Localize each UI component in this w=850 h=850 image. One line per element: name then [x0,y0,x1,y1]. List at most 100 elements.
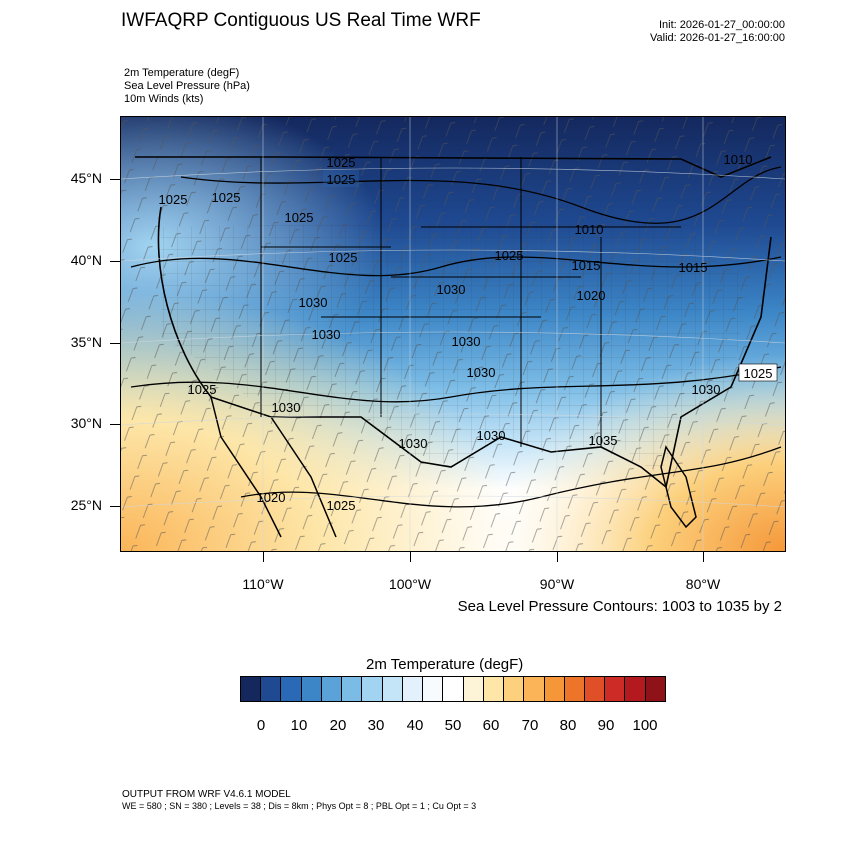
pressure-label-text: 1030 [399,436,428,451]
pressure-label-text: 1035 [589,433,618,448]
colorbar-swatch [625,677,646,701]
lat-tick [110,424,121,425]
lon-label-80w: 80°W [685,576,721,592]
lon-tick [703,551,704,562]
footer-config: WE = 580 ; SN = 380 ; Levels = 38 ; Dis … [122,801,477,811]
pressure-label-text: 1030 [467,365,496,380]
pressure-label-text: 1030 [312,327,341,342]
pressure-label: 1025 [285,210,314,225]
colorbar-label: 80 [559,717,577,734]
lat-label-35n: 35°N [62,334,102,350]
lat-label-45n: 45°N [62,170,102,186]
colorbar-swatch [584,677,606,701]
pressure-label: 1025 [495,248,524,263]
pressure-label-text: 1025 [495,248,524,263]
colorbar-label: 40 [406,717,424,734]
colorbar-swatch [402,677,424,701]
map-canvas: 1025 1025 1025 1025 1025 1030 1030 1030 … [121,117,785,551]
colorbar-swatch [321,677,343,701]
pressure-label: 1025 [327,498,356,513]
pressure-label: 1015 [572,258,601,273]
pressure-label: 1025 [188,382,217,397]
colorbar-label: 90 [597,717,615,734]
colorbar-swatch [443,677,464,701]
colorbar-swatch [301,677,322,701]
pressure-label-text: 1025 [329,250,358,265]
pressure-label: 1020 [257,490,286,505]
pressure-label-text: 1030 [692,382,721,397]
pressure-label-text: 1025 [159,192,188,207]
pressure-label: 1010 [575,222,604,237]
colorbar-title: 2m Temperature (degF) [366,656,524,673]
pressure-label-text: 1030 [477,428,506,443]
lat-label-text: 30°N [70,415,102,431]
valid-time: Valid: 2026-01-27_16:00:00 [650,32,785,44]
colorbar-swatch [564,677,585,701]
lat-label-text: 40°N [70,252,102,268]
lon-tick [410,551,411,562]
colorbar-swatch [544,677,565,701]
pressure-label: 1010 [724,152,753,167]
footer-model: OUTPUT FROM WRF V4.6.1 MODEL [122,789,291,800]
lat-tick [110,506,121,507]
pressure-label: 1025 [738,363,778,382]
colorbar-label: 30 [367,717,385,734]
colorbar-swatch [241,677,262,701]
pressure-label-text: 1025 [327,172,356,187]
colorbar-label: 0 [256,717,266,734]
colorbar-swatch [362,677,383,701]
pressure-label: 1035 [589,433,618,448]
pressure-label-text: 1025 [327,498,356,513]
colorbar-label: 70 [521,717,539,734]
pressure-label-text: 1025 [744,366,773,381]
pressure-label-text: 1010 [575,222,604,237]
pressure-label: 1030 [692,382,721,397]
pressure-label-text: 1025 [285,210,314,225]
pressure-label: 1030 [399,436,428,451]
pressure-label: 1025 [329,250,358,265]
lat-tick [110,179,121,180]
lon-label-90w: 90°W [539,576,575,592]
pressure-label: 1025 [212,190,241,205]
pressure-label: 1020 [577,288,606,303]
lon-label-100w: 100°W [388,576,432,592]
pressure-label-text: 1020 [577,288,606,303]
lat-tick [110,343,121,344]
pressure-label: 1030 [452,334,481,349]
pressure-label-text: 1030 [437,282,466,297]
pressure-label-text: 1025 [188,382,217,397]
colorbar-swatch [645,677,665,701]
colorbar [240,676,666,702]
lat-label-40n: 40°N [62,252,102,268]
lon-label-110w: 110°W [242,576,284,592]
lon-tick [263,551,264,562]
lat-label-text: 45°N [70,170,102,186]
weather-map: 1025 1025 1025 1025 1025 1030 1030 1030 … [120,116,786,552]
lon-tick [557,551,558,562]
colorbar-swatch [524,677,545,701]
pressure-label-text: 1030 [272,400,301,415]
pressure-label-text: 1015 [679,260,708,275]
lat-label-text: 25°N [70,497,102,513]
colorbar-label: 60 [482,717,500,734]
pressure-label-text: 1015 [572,258,601,273]
pressure-label: 1025 [327,155,356,170]
colorbar-label: 20 [329,717,347,734]
lat-tick [110,261,121,262]
colorbar-swatch [382,677,403,701]
lat-label-25n: 25°N [62,497,102,513]
colorbar-swatch [281,677,302,701]
pressure-label: 1030 [312,327,341,342]
pressure-label-text: 1020 [257,490,286,505]
pressure-label-text: 1030 [452,334,481,349]
pressure-label: 1025 [323,170,359,187]
contour-note: Sea Level Pressure Contours: 1003 to 103… [457,598,782,615]
colorbar-swatch [342,677,363,701]
pressure-label-text: 1025 [327,155,356,170]
field-label-pressure: Sea Level Pressure (hPa) [124,80,250,92]
pressure-label: 1030 [299,295,328,310]
colorbar-label: 50 [444,717,462,734]
colorbar-label: 100 [632,717,658,734]
colorbar-label: 10 [290,717,308,734]
pressure-label: 1015 [679,260,708,275]
